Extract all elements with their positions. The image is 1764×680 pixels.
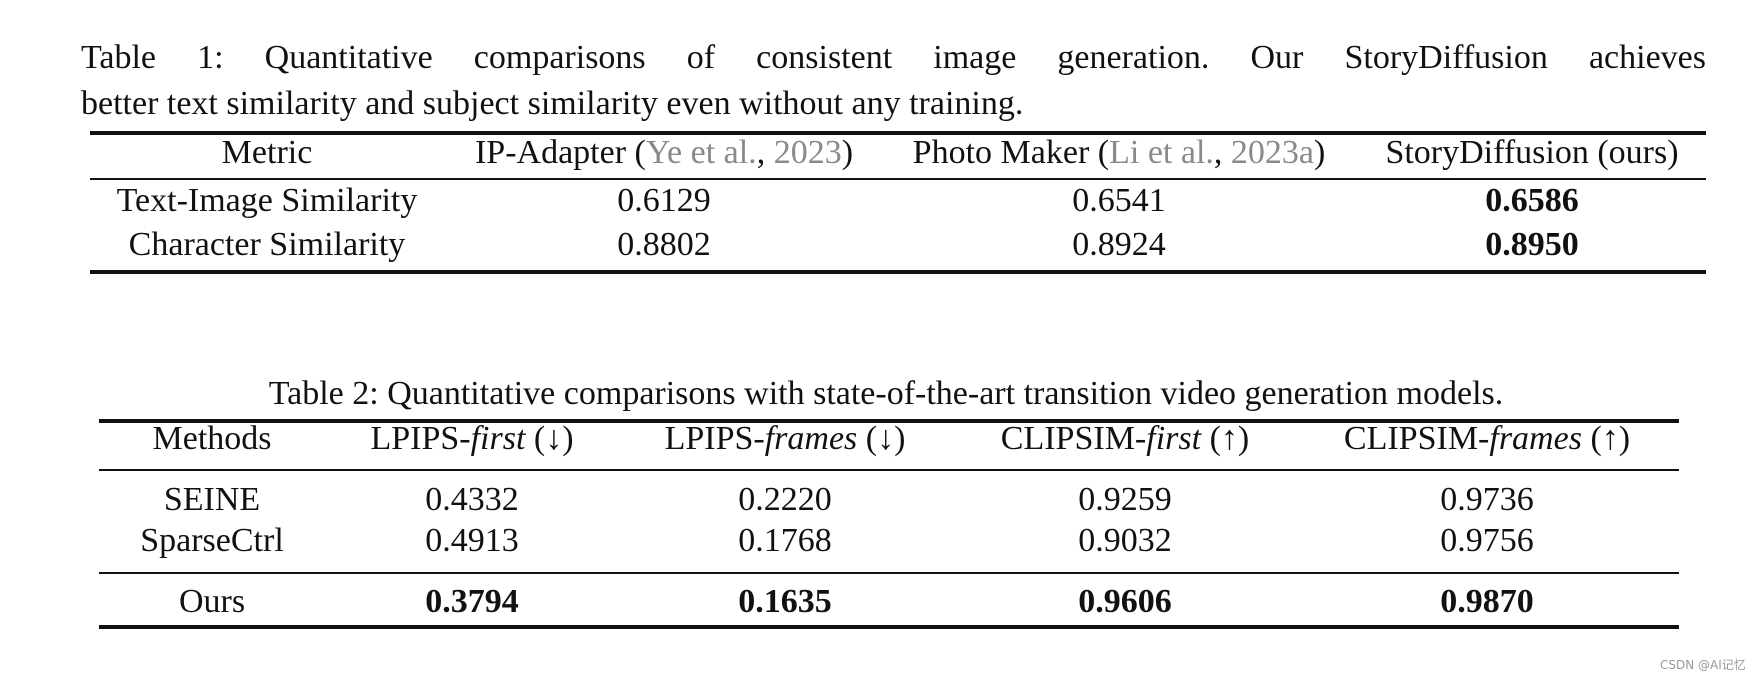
table-cell: 0.8802 (617, 225, 711, 265)
text-segment: Character Similarity (128, 226, 406, 263)
text-segment: Li et al. (1109, 134, 1214, 171)
table-cell: Character Similarity (129, 225, 406, 265)
table-cell: 0.6541 (1072, 181, 1166, 221)
text-segment: 0.9032 (1078, 522, 1172, 559)
table-cell: 0.8924 (1072, 225, 1166, 265)
table-cell: SEINE (164, 480, 260, 520)
text-segment: 0.6541 (1072, 182, 1166, 219)
text-segment: 0.9736 (1440, 481, 1534, 518)
text-segment: frames (1489, 420, 1582, 457)
text-segment: 0.2220 (738, 481, 832, 518)
table-cell: 0.9259 (1078, 480, 1172, 520)
table-cell: 0.4913 (425, 521, 519, 561)
table-cell: 0.8950 (1485, 225, 1579, 265)
text-segment: CLIPSIM- (1343, 420, 1490, 457)
text-segment: 0.9756 (1440, 522, 1534, 559)
table-cell: 0.9032 (1078, 521, 1172, 561)
table-cell: 0.6586 (1485, 181, 1579, 221)
text-segment: IP-Adapter ( (474, 134, 646, 171)
table1-caption-line: better text similarity and subject simil… (81, 85, 1024, 122)
table-cell: 0.6129 (617, 181, 711, 221)
text-segment: 0.1768 (738, 522, 832, 559)
text-segment: Metric (221, 134, 313, 171)
table-cell: 0.1768 (738, 521, 832, 561)
watermark: CSDN @AI记忆 (1660, 658, 1746, 672)
text-segment: SparseCtrl (140, 522, 284, 559)
text-segment: frames (764, 420, 858, 457)
text-segment: LPIPS- (370, 420, 471, 457)
header-cell: IP-Adapter (Ye et al., 2023) (475, 133, 853, 173)
text-segment: first (1146, 420, 1202, 457)
table-rule (90, 270, 1706, 274)
table-cell: 0.1635 (738, 582, 832, 622)
table2-caption: Table 2: Quantitative comparisons with s… (268, 375, 1504, 412)
text-segment: 0.9259 (1078, 481, 1172, 518)
text-segment: Ours (178, 583, 246, 620)
table-rule (99, 469, 1679, 471)
table-cell: Text-Image Similarity (117, 181, 418, 221)
text-segment: , (1213, 134, 1231, 171)
text-segment: (↓) (857, 420, 906, 457)
text-segment: 0.9606 (1078, 583, 1172, 620)
text-segment: Photo Maker ( (912, 134, 1110, 171)
header-cell: CLIPSIM-frames (↑) (1344, 419, 1630, 459)
text-segment: 2023a (1230, 134, 1314, 171)
text-segment: ) (1313, 134, 1326, 171)
text-segment: StoryDiffusion (ours) (1385, 134, 1679, 171)
text-segment: CLIPSIM- (1000, 420, 1147, 457)
text-segment: Text-Image Similarity (116, 182, 418, 219)
table-cell: 0.9870 (1440, 582, 1534, 622)
text-segment: SEINE (163, 481, 261, 518)
text-segment: , (756, 134, 774, 171)
table-cell: 0.9756 (1440, 521, 1534, 561)
table-cell: 0.3794 (425, 582, 519, 622)
table-rule (90, 131, 1706, 135)
header-cell: Metric (222, 133, 313, 173)
text-segment: (↓) (525, 420, 574, 457)
text-segment: Ye et al. (645, 134, 757, 171)
text-segment: 0.8802 (617, 226, 711, 263)
header-cell: Photo Maker (Li et al., 2023a) (913, 133, 1326, 173)
table-rule (90, 178, 1706, 180)
text-segment: 0.6129 (617, 182, 711, 219)
header-cell: StoryDiffusion (ours) (1385, 133, 1678, 173)
table-rule (99, 625, 1679, 629)
table-cell: 0.9606 (1078, 582, 1172, 622)
header-cell: LPIPS-frames (↓) (665, 419, 906, 459)
text-segment: (↑) (1581, 420, 1631, 457)
text-segment: first (470, 420, 526, 457)
text-segment: 0.8924 (1072, 226, 1166, 263)
table-rule (99, 419, 1679, 423)
text-segment: 0.6586 (1485, 182, 1579, 219)
text-segment: (↑) (1201, 420, 1250, 457)
header-cell: Methods (153, 419, 272, 459)
text-segment: 0.1635 (738, 583, 832, 620)
table-cell: SparseCtrl (140, 521, 284, 561)
table-cell: Ours (179, 582, 245, 622)
text-segment: 0.9870 (1440, 583, 1534, 620)
table-cell: 0.9736 (1440, 480, 1534, 520)
table-rule (99, 572, 1679, 574)
text-segment: ) (841, 134, 854, 171)
text-segment: Methods (152, 420, 272, 457)
text-segment: 0.8950 (1485, 226, 1579, 263)
header-cell: CLIPSIM-first (↑) (1001, 419, 1249, 459)
table-cell: 0.4332 (425, 480, 519, 520)
text-segment: 0.4332 (425, 481, 519, 518)
text-segment: LPIPS- (664, 420, 765, 457)
text-segment: 2023 (773, 134, 842, 171)
table1-caption-line: Table 1: Quantitative comparisons of con… (81, 39, 1706, 76)
header-cell: LPIPS-first (↓) (370, 419, 573, 459)
table-cell: 0.2220 (738, 480, 832, 520)
text-segment: 0.4913 (425, 522, 519, 559)
text-segment: 0.3794 (425, 583, 519, 620)
